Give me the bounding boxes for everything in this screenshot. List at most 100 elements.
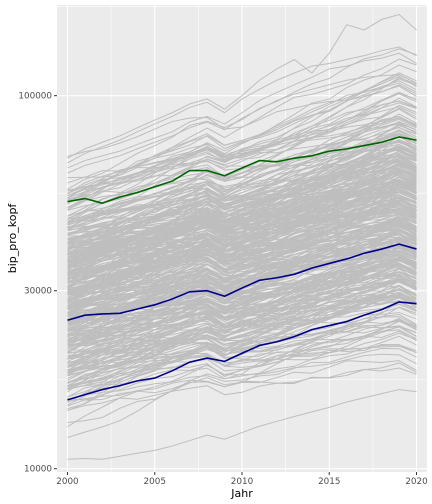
background-series-line xyxy=(67,52,417,169)
background-series-line xyxy=(67,199,417,269)
background-series-line xyxy=(67,277,417,383)
background-series-line xyxy=(67,85,417,229)
background-series-line xyxy=(67,106,417,221)
background-series-line xyxy=(67,46,417,164)
background-series-line xyxy=(67,347,417,400)
y-axis-title: bip_pro_kopf xyxy=(6,203,19,274)
background-series-line xyxy=(67,280,417,385)
background-series-line xyxy=(67,188,417,333)
background-series-line xyxy=(67,251,417,377)
background-series-line xyxy=(67,117,417,184)
background-series-line xyxy=(67,263,417,350)
background-series-line xyxy=(67,84,417,158)
background-series-line xyxy=(67,214,417,327)
background-series-line xyxy=(67,294,417,320)
background-series-line xyxy=(67,217,417,245)
background-series-line xyxy=(67,367,417,411)
background-series-line xyxy=(67,260,417,406)
background-series-line xyxy=(67,126,417,199)
background-series-line xyxy=(67,154,417,247)
background-series-line xyxy=(67,181,417,279)
background-series-line xyxy=(67,151,417,288)
background-series-line xyxy=(67,222,417,258)
background-series-line xyxy=(67,212,417,300)
background-series-line xyxy=(67,97,417,199)
background-series-line xyxy=(67,291,417,376)
background-series-line xyxy=(67,230,417,293)
background-series-line xyxy=(67,277,417,359)
background-series-line xyxy=(67,180,417,309)
x-tick-label: 2015 xyxy=(318,477,340,487)
background-series-line xyxy=(67,183,417,275)
background-series-line xyxy=(67,113,417,249)
background-series-line xyxy=(67,196,417,266)
background-series-line xyxy=(67,223,417,274)
background-series-line xyxy=(67,289,417,351)
x-tick-label: 2010 xyxy=(231,477,254,487)
highlighted-series-line-2 xyxy=(67,243,417,322)
background-series-line xyxy=(67,250,417,272)
background-series-line xyxy=(67,275,417,317)
background-series-line xyxy=(67,167,417,283)
background-series-line xyxy=(67,92,417,252)
background-series-line xyxy=(67,326,417,364)
background-series-line xyxy=(67,129,417,228)
highlighted-series-line-3 xyxy=(67,301,417,401)
x-tick-label: 2020 xyxy=(405,477,428,487)
background-series-line xyxy=(67,170,417,301)
background-series-line xyxy=(67,389,417,460)
background-series-line xyxy=(67,73,417,174)
background-series-line xyxy=(67,314,417,388)
background-series-line xyxy=(67,268,417,307)
background-series-line xyxy=(67,13,417,159)
background-series-line xyxy=(67,281,417,322)
background-series-line xyxy=(67,102,417,225)
background-series-line xyxy=(67,274,417,302)
y-tick-label: 10000 xyxy=(24,465,52,475)
background-series-line xyxy=(67,191,417,247)
background-series-line xyxy=(67,319,417,410)
background-series-line xyxy=(67,219,417,296)
background-series-line xyxy=(67,306,417,438)
background-series-line xyxy=(67,265,417,309)
background-series-line xyxy=(67,344,417,391)
background-series-line xyxy=(67,326,417,383)
background-series-line xyxy=(67,258,417,374)
background-series-line xyxy=(67,155,417,270)
x-tick-label: 2000 xyxy=(56,477,79,487)
background-series-line xyxy=(67,216,417,324)
x-axis: 2000 2005 2010 2015 2020 xyxy=(56,472,428,487)
background-series-line xyxy=(67,301,417,360)
background-series-line xyxy=(67,72,417,202)
background-series-line xyxy=(67,129,417,239)
background-series-line xyxy=(67,145,417,273)
background-series-line xyxy=(67,253,417,303)
background-series-line xyxy=(67,201,417,278)
background-series-line xyxy=(67,246,417,353)
background-series-line xyxy=(67,93,417,225)
background-series-line xyxy=(67,242,417,296)
background-series-line xyxy=(67,150,417,284)
x-axis-title: Jahr xyxy=(230,487,253,500)
background-series-line xyxy=(67,140,417,273)
background-series-line xyxy=(67,234,417,344)
x-tick-label: 2005 xyxy=(144,477,166,487)
y-tick-label: 30000 xyxy=(24,287,52,297)
background-series-line xyxy=(67,198,417,327)
y-tick-label: 100000 xyxy=(18,92,52,102)
background-series-line xyxy=(67,257,417,340)
highlighted-series-line-1 xyxy=(67,136,417,204)
background-series-lines xyxy=(67,13,417,460)
background-series-line xyxy=(67,216,417,359)
background-series-line xyxy=(67,265,417,318)
background-series-line xyxy=(67,215,417,325)
background-series-line xyxy=(67,191,417,314)
background-series-line xyxy=(67,183,417,232)
background-series-line xyxy=(67,169,417,226)
background-series-line xyxy=(67,153,417,222)
background-series-line xyxy=(67,362,417,401)
highlighted-series-lines xyxy=(67,136,417,401)
background-series-line xyxy=(67,134,417,256)
background-series-line xyxy=(67,140,417,226)
